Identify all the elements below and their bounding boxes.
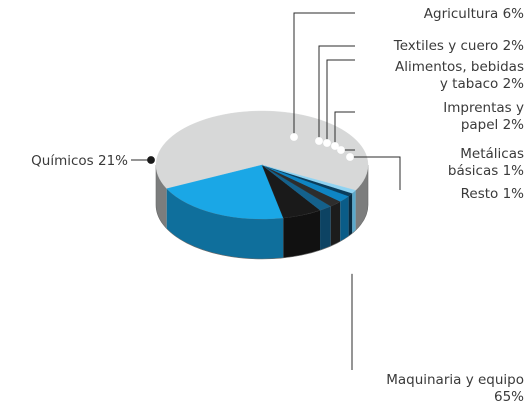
label-textiles-y-cuero: Textiles y cuero 2% xyxy=(393,38,524,54)
slice-side-resto xyxy=(352,190,356,234)
slice-maquinaria-y-equipo xyxy=(155,110,369,191)
label-metalicas-basicas-line-2: básicas 1% xyxy=(448,163,524,179)
leader-dot-maquinaria-y-equipo xyxy=(348,266,356,274)
leader-line-alimentos-bebidas-y-tabaco xyxy=(326,59,355,143)
leader-lines-layer xyxy=(131,12,401,370)
slice-resto xyxy=(261,164,356,194)
leader-line-agricultura xyxy=(293,12,355,137)
leader-dot-quimicos xyxy=(147,156,155,164)
label-quimicos: Químicos 21% xyxy=(31,153,128,169)
slice-side-alimentos-bebidas-y-tabaco xyxy=(330,201,341,247)
label-imprentas-y-papel-line-1: Imprentas y xyxy=(443,100,524,116)
pie-top-layer xyxy=(155,110,369,220)
leader-dot-imprentas-y-papel xyxy=(331,142,339,150)
slice-side-metalicas-basicas xyxy=(348,193,353,237)
leader-dot-textiles-y-cuero xyxy=(315,137,323,145)
leader-line-resto xyxy=(350,156,401,190)
leader-dot-agricultura xyxy=(290,133,298,141)
leader-dot-alimentos-bebidas-y-tabaco xyxy=(323,139,331,147)
label-imprentas-y-papel-line-2: papel 2% xyxy=(461,117,524,133)
slice-side-agricultura xyxy=(283,210,321,258)
label-agricultura: Agricultura 6% xyxy=(424,6,524,22)
leader-dot-metalicas-basicas xyxy=(337,146,345,154)
leader-line-imprentas-y-papel xyxy=(334,111,355,146)
slice-side-quimicos xyxy=(166,188,284,259)
label-maquinaria-y-equipo-line-2: 65% xyxy=(494,389,524,403)
slice-labels-layer: Agricultura 6% Textiles y cuero 2% Aliment… xyxy=(31,6,524,403)
slice-side-textiles-y-cuero xyxy=(320,206,331,251)
label-alimentos-bebidas-y-tabaco-line-2: y tabaco 2% xyxy=(440,76,524,92)
slice-quimicos xyxy=(166,164,284,220)
label-maquinaria-y-equipo-line-1: Maquinaria y equipo xyxy=(386,372,524,388)
label-metalicas-basicas-line-1: Metálicas xyxy=(460,146,524,162)
leader-line-textiles-y-cuero xyxy=(318,45,355,141)
leader-dot-resto xyxy=(346,153,354,161)
slice-side-maquinaria-y-equipo xyxy=(156,165,167,229)
label-alimentos-bebidas-y-tabaco-line-1: Alimentos, bebidas xyxy=(395,59,524,75)
slice-side-imprentas-y-papel xyxy=(340,196,349,242)
slice-side-maquinaria-y-equipo xyxy=(355,165,368,231)
label-resto: Resto 1% xyxy=(461,186,525,202)
